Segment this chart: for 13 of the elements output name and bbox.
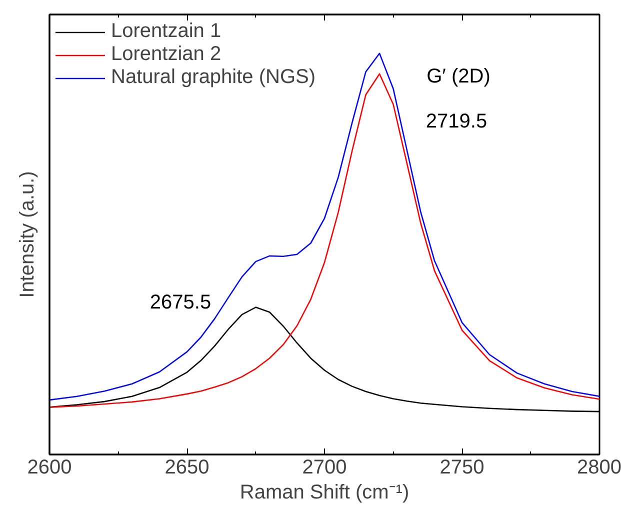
x-tick-label: 2600 (27, 456, 72, 478)
x-tick-label: 2750 (440, 456, 484, 478)
annotation: 2675.5 (150, 292, 212, 314)
x-tick-label: 2700 (302, 456, 347, 478)
x-tick-label: 2650 (164, 456, 210, 478)
legend-label: Lorentzian 2 (111, 43, 222, 66)
legend-label: Lorentzain 1 (111, 20, 222, 43)
x-axis-title: Raman Shift (cm⁻¹) (240, 482, 410, 504)
legend-label: Natural graphite (NGS) (111, 66, 316, 89)
annotation: 2719.5 (426, 110, 488, 132)
x-tick-label: 2800 (577, 456, 621, 478)
y-axis-title: Intensity (a.u.) (16, 171, 38, 298)
annotation: G′ (2D) (426, 66, 490, 88)
